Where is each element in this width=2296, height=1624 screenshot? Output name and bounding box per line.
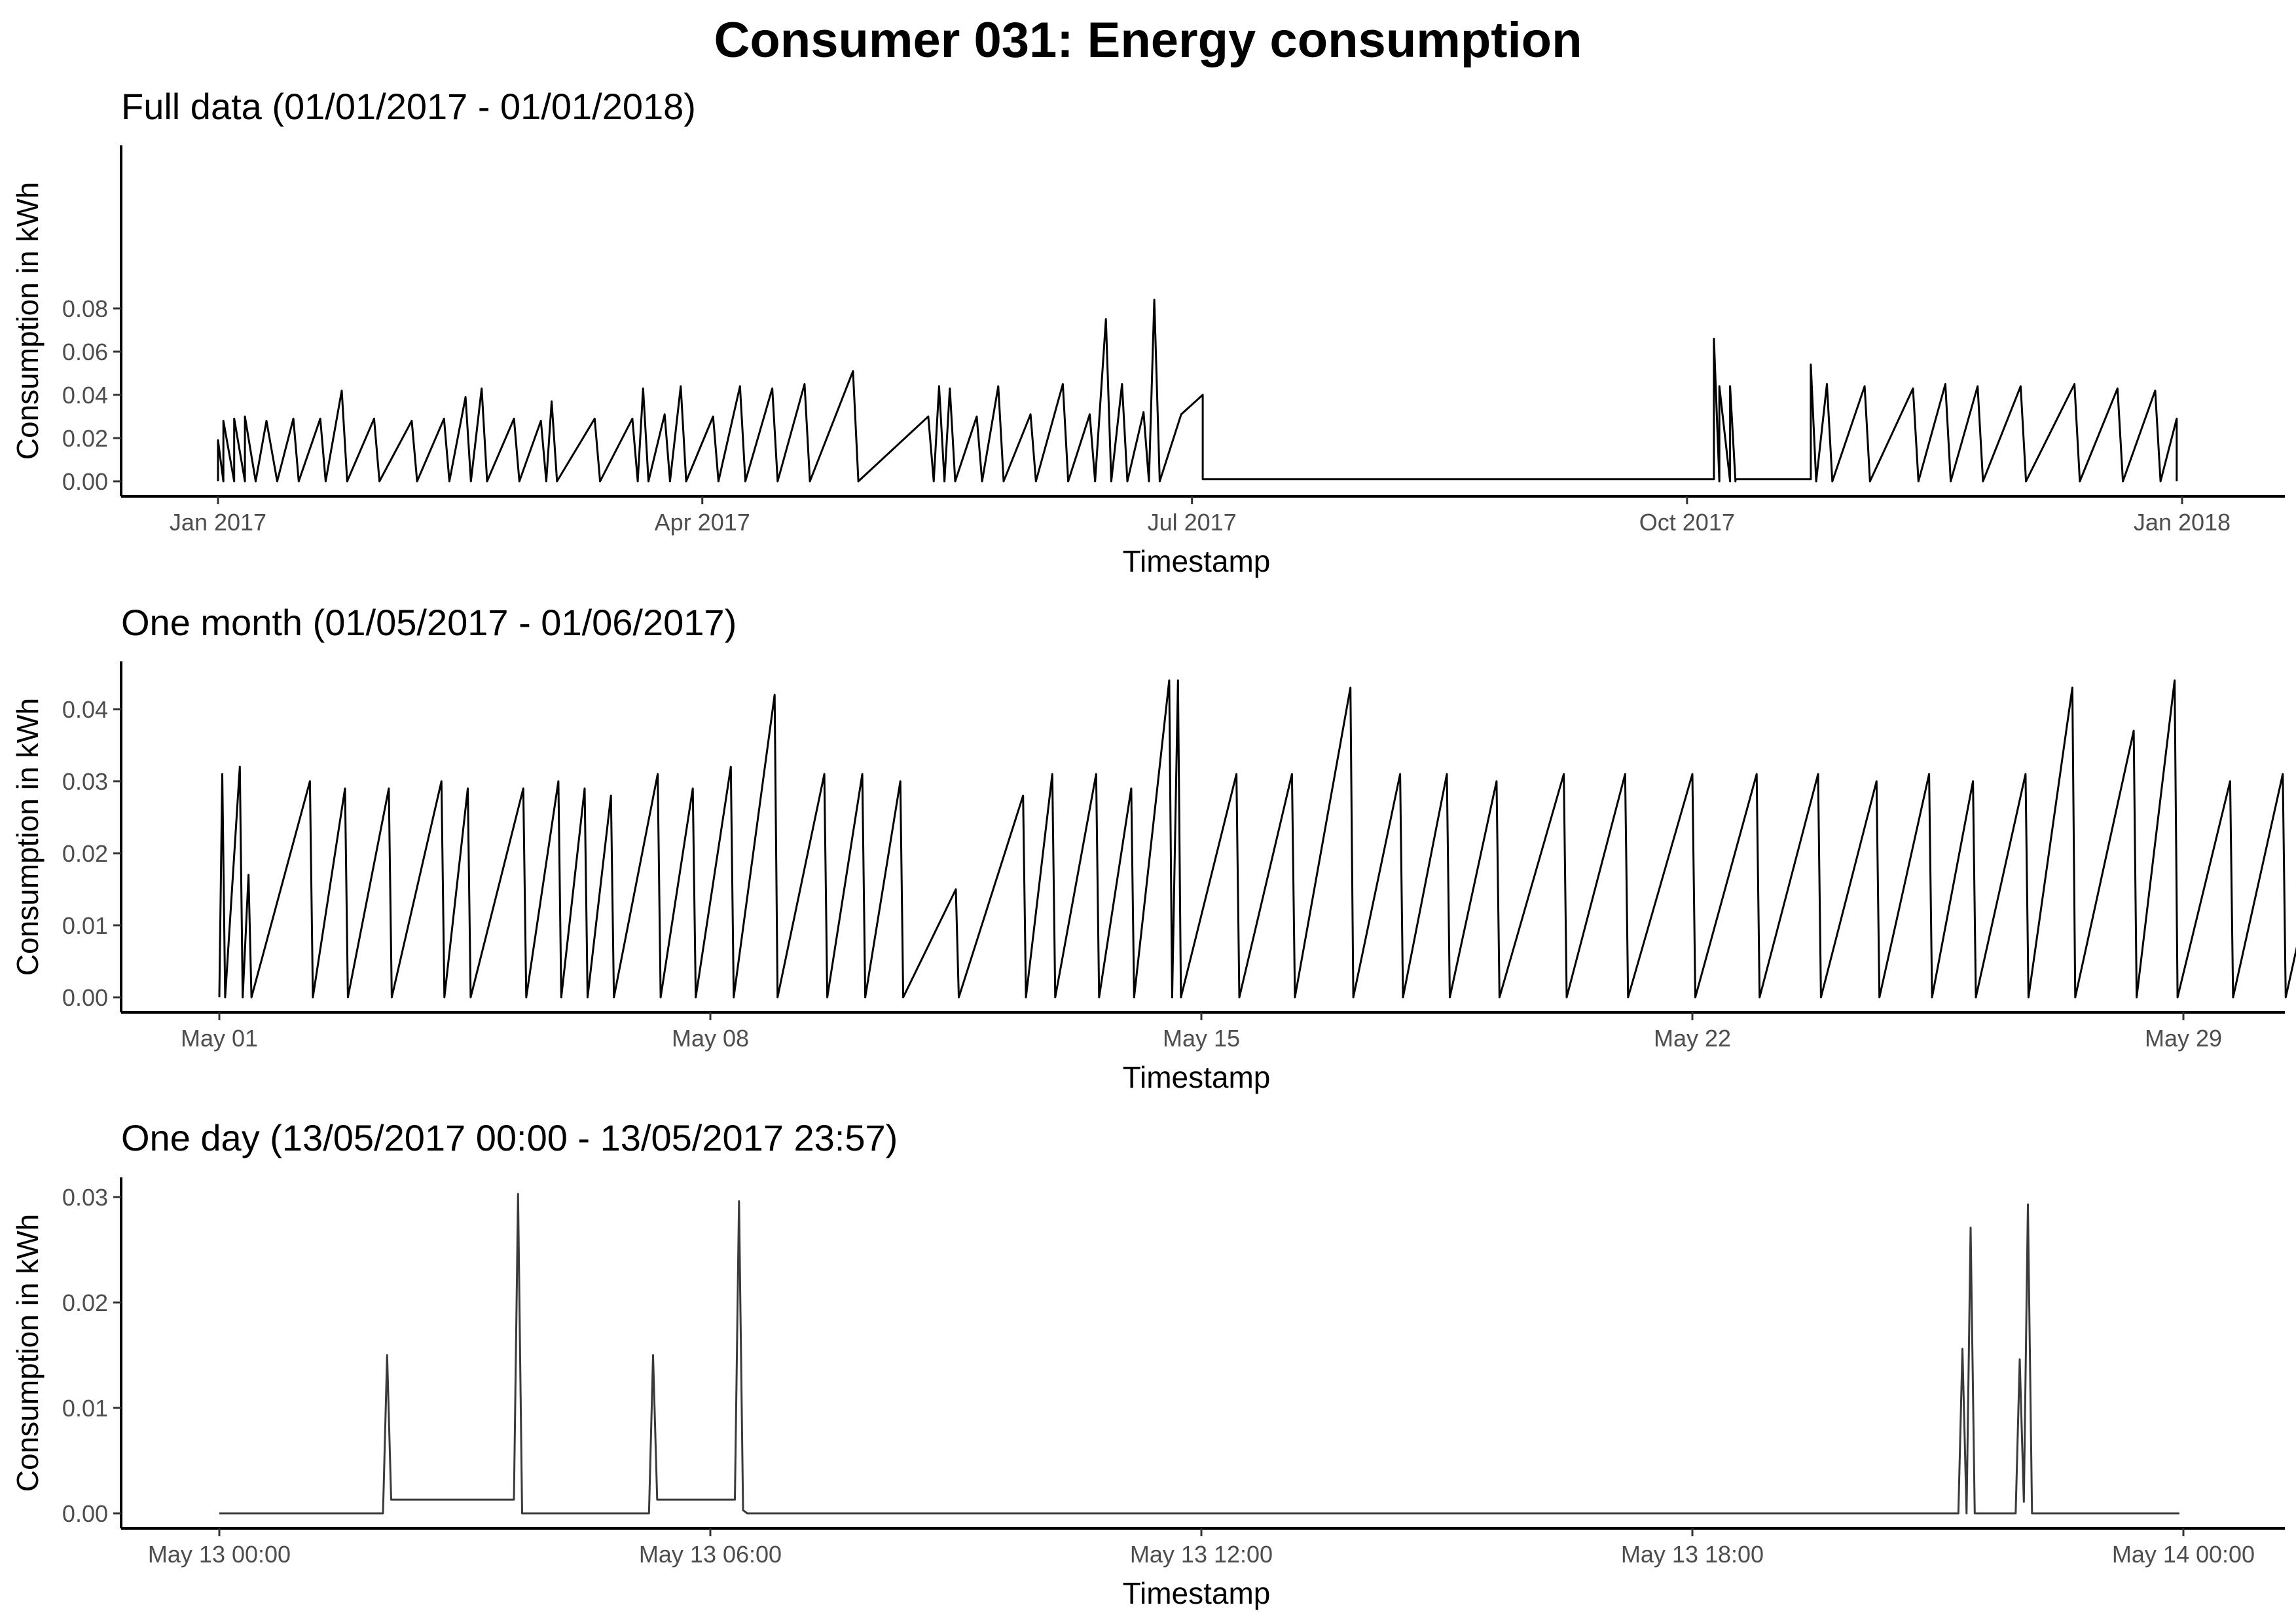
- y-tick-label: 0.00: [62, 984, 108, 1011]
- y-tick-label: 0.03: [62, 768, 108, 795]
- x-tick-label: Jul 2017: [1148, 509, 1237, 536]
- series-line-one-month: [218, 679, 2296, 999]
- y-tick-label: 0.02: [62, 840, 108, 867]
- x-tick-label: May 15: [1163, 1025, 1240, 1052]
- y-tick-label: 0.01: [62, 912, 108, 939]
- y-axis-label: Consumption in kWh: [10, 1214, 45, 1492]
- y-tick-label: 0.02: [62, 425, 108, 452]
- y-tick-label: 0.04: [62, 696, 108, 723]
- y-tick-label: 0.06: [62, 339, 108, 365]
- y-tick-label: 0.03: [62, 1184, 108, 1211]
- x-axis-label: Timestamp: [1123, 544, 1271, 578]
- x-tick-label: May 13 18:00: [1621, 1541, 1764, 1568]
- panel-one-month-title: One month (01/05/2017 - 01/06/2017): [121, 602, 737, 643]
- x-tick-label: May 13 06:00: [639, 1541, 782, 1568]
- figure-title: Consumer 031: Energy consumption: [714, 12, 1582, 68]
- series-line-one-day: [219, 1192, 2179, 1515]
- panel-full-year-title: Full data (01/01/2017 - 01/01/2018): [121, 86, 696, 127]
- x-tick-label: Apr 2017: [655, 509, 750, 536]
- y-tick-label: 0.00: [62, 468, 108, 495]
- series-line-full-year: [217, 299, 2178, 483]
- x-axis-label: Timestamp: [1123, 1576, 1271, 1610]
- x-tick-label: May 14 00:00: [2112, 1541, 2255, 1568]
- x-tick-label: May 08: [672, 1025, 749, 1052]
- x-tick-label: May 29: [2145, 1025, 2222, 1052]
- y-axis-label: Consumption in kWh: [10, 698, 45, 976]
- y-tick-label: 0.04: [62, 382, 108, 409]
- y-tick-label: 0.02: [62, 1289, 108, 1316]
- x-tick-label: May 01: [181, 1025, 258, 1052]
- x-tick-label: Oct 2017: [1639, 509, 1735, 536]
- y-tick-label: 0.00: [62, 1500, 108, 1527]
- x-tick-label: May 13 12:00: [1130, 1541, 1273, 1568]
- x-tick-label: Jan 2017: [170, 509, 266, 536]
- y-axis-label: Consumption in kWh: [10, 182, 45, 460]
- x-tick-label: Jan 2018: [2134, 509, 2231, 536]
- y-tick-label: 0.01: [62, 1395, 108, 1422]
- x-tick-label: May 13 00:00: [148, 1541, 291, 1568]
- x-tick-label: May 22: [1654, 1025, 1731, 1052]
- panel-one-day-title: One day (13/05/2017 00:00 - 13/05/2017 2…: [121, 1117, 898, 1158]
- y-tick-label: 0.08: [62, 295, 108, 322]
- x-axis-label: Timestamp: [1123, 1060, 1271, 1094]
